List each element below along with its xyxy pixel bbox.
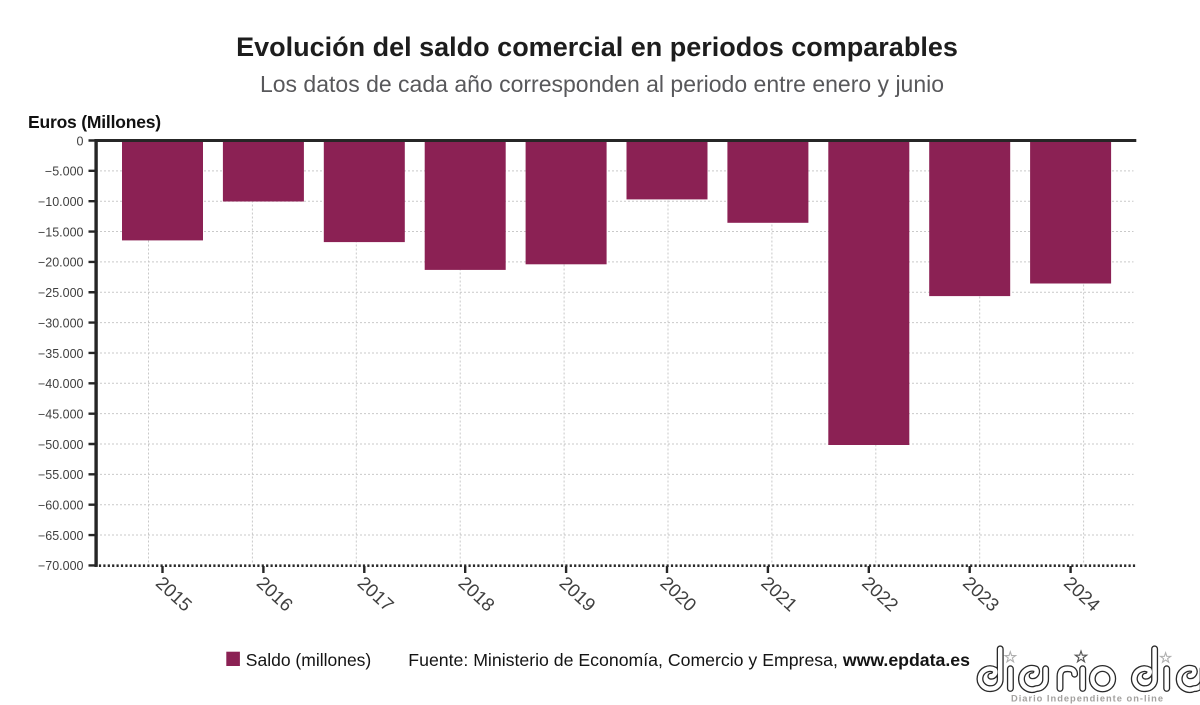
svg-text:−20.000: −20.000 <box>38 256 84 270</box>
svg-text:2018: 2018 <box>455 572 499 615</box>
svg-text:−35.000: −35.000 <box>38 347 84 361</box>
svg-text:−50.000: −50.000 <box>38 438 84 452</box>
svg-text:Fuente: Ministerio de Economía: Fuente: Ministerio de Economía, Comercio… <box>408 650 970 670</box>
svg-text:2016: 2016 <box>253 572 297 615</box>
svg-text:−65.000: −65.000 <box>38 529 84 543</box>
svg-text:−25.000: −25.000 <box>38 286 84 300</box>
svg-text:−45.000: −45.000 <box>38 407 84 421</box>
svg-text:−15.000: −15.000 <box>38 225 84 239</box>
svg-text:Diario Independiente on-line: Diario Independiente on-line <box>1011 693 1164 703</box>
svg-text:2024: 2024 <box>1060 572 1104 615</box>
svg-text:2021: 2021 <box>757 572 801 615</box>
svg-text:2015: 2015 <box>152 572 196 615</box>
svg-text:0: 0 <box>77 134 84 148</box>
svg-text:2023: 2023 <box>959 572 1003 615</box>
svg-text:2019: 2019 <box>555 572 599 615</box>
svg-text:−60.000: −60.000 <box>38 499 84 513</box>
svg-text:2022: 2022 <box>858 572 902 615</box>
svg-text:−10.000: −10.000 <box>38 195 84 209</box>
svg-text:2017: 2017 <box>354 572 398 615</box>
svg-text:2020: 2020 <box>656 572 700 615</box>
svg-text:−40.000: −40.000 <box>38 377 84 391</box>
svg-text:−30.000: −30.000 <box>38 316 84 330</box>
svg-text:−70.000: −70.000 <box>38 559 84 573</box>
svg-text:Saldo (millones): Saldo (millones) <box>246 650 371 670</box>
svg-text:−5.000: −5.000 <box>45 165 84 179</box>
svg-text:−55.000: −55.000 <box>38 468 84 482</box>
